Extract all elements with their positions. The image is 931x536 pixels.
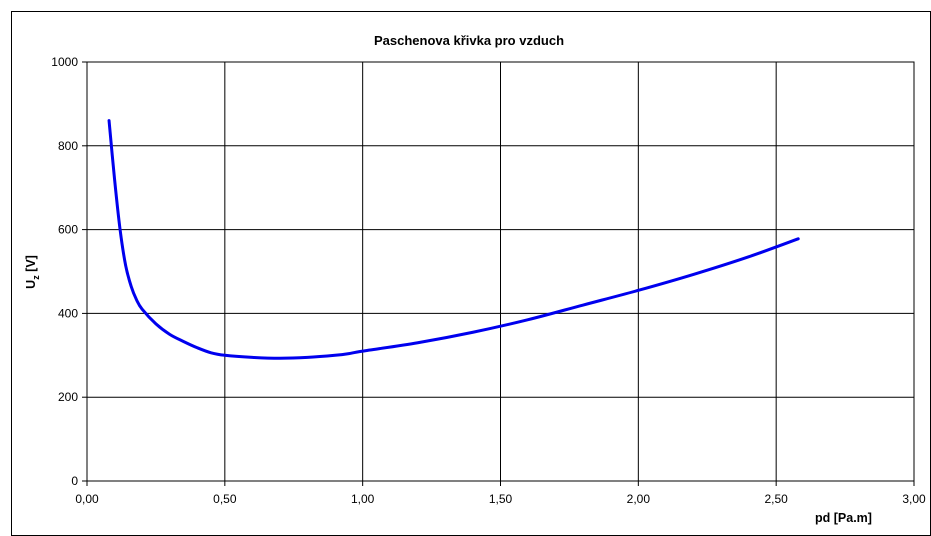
y-tick-label: 800 (58, 139, 78, 153)
y-axis-title-subscript: z (31, 275, 41, 280)
x-tick-labels: 0,00 0,50 1,00 1,50 2,00 2,50 3,00 (75, 492, 926, 506)
x-tick-label: 2,50 (764, 492, 788, 506)
y-tick-labels: 0 200 400 600 800 1000 (51, 55, 78, 488)
x-tick-label: 0,00 (75, 492, 99, 506)
x-tick-label: 0,50 (213, 492, 237, 506)
y-axis-title: Uz [V] (24, 255, 41, 289)
series-line (107, 119, 800, 360)
y-tick-label: 0 (71, 474, 78, 488)
x-tick-label: 3,00 (902, 492, 926, 506)
chart-title: Paschenova křivka pro vzduch (374, 33, 564, 48)
y-tick-label: 600 (58, 223, 78, 237)
x-tick-label: 2,00 (627, 492, 651, 506)
y-axis-title-main: U (24, 280, 38, 289)
y-tick-label: 200 (58, 390, 78, 404)
x-tick-label: 1,50 (489, 492, 513, 506)
series-layer (107, 119, 800, 360)
y-tick-label: 1000 (51, 55, 78, 69)
y-tick-label: 400 (58, 306, 78, 320)
y-axis-title-suffix: [V] (24, 255, 38, 275)
x-axis-title: pd [Pa.m] (815, 511, 872, 525)
x-tick-label: 1,00 (351, 492, 375, 506)
grid-lines (82, 61, 915, 486)
